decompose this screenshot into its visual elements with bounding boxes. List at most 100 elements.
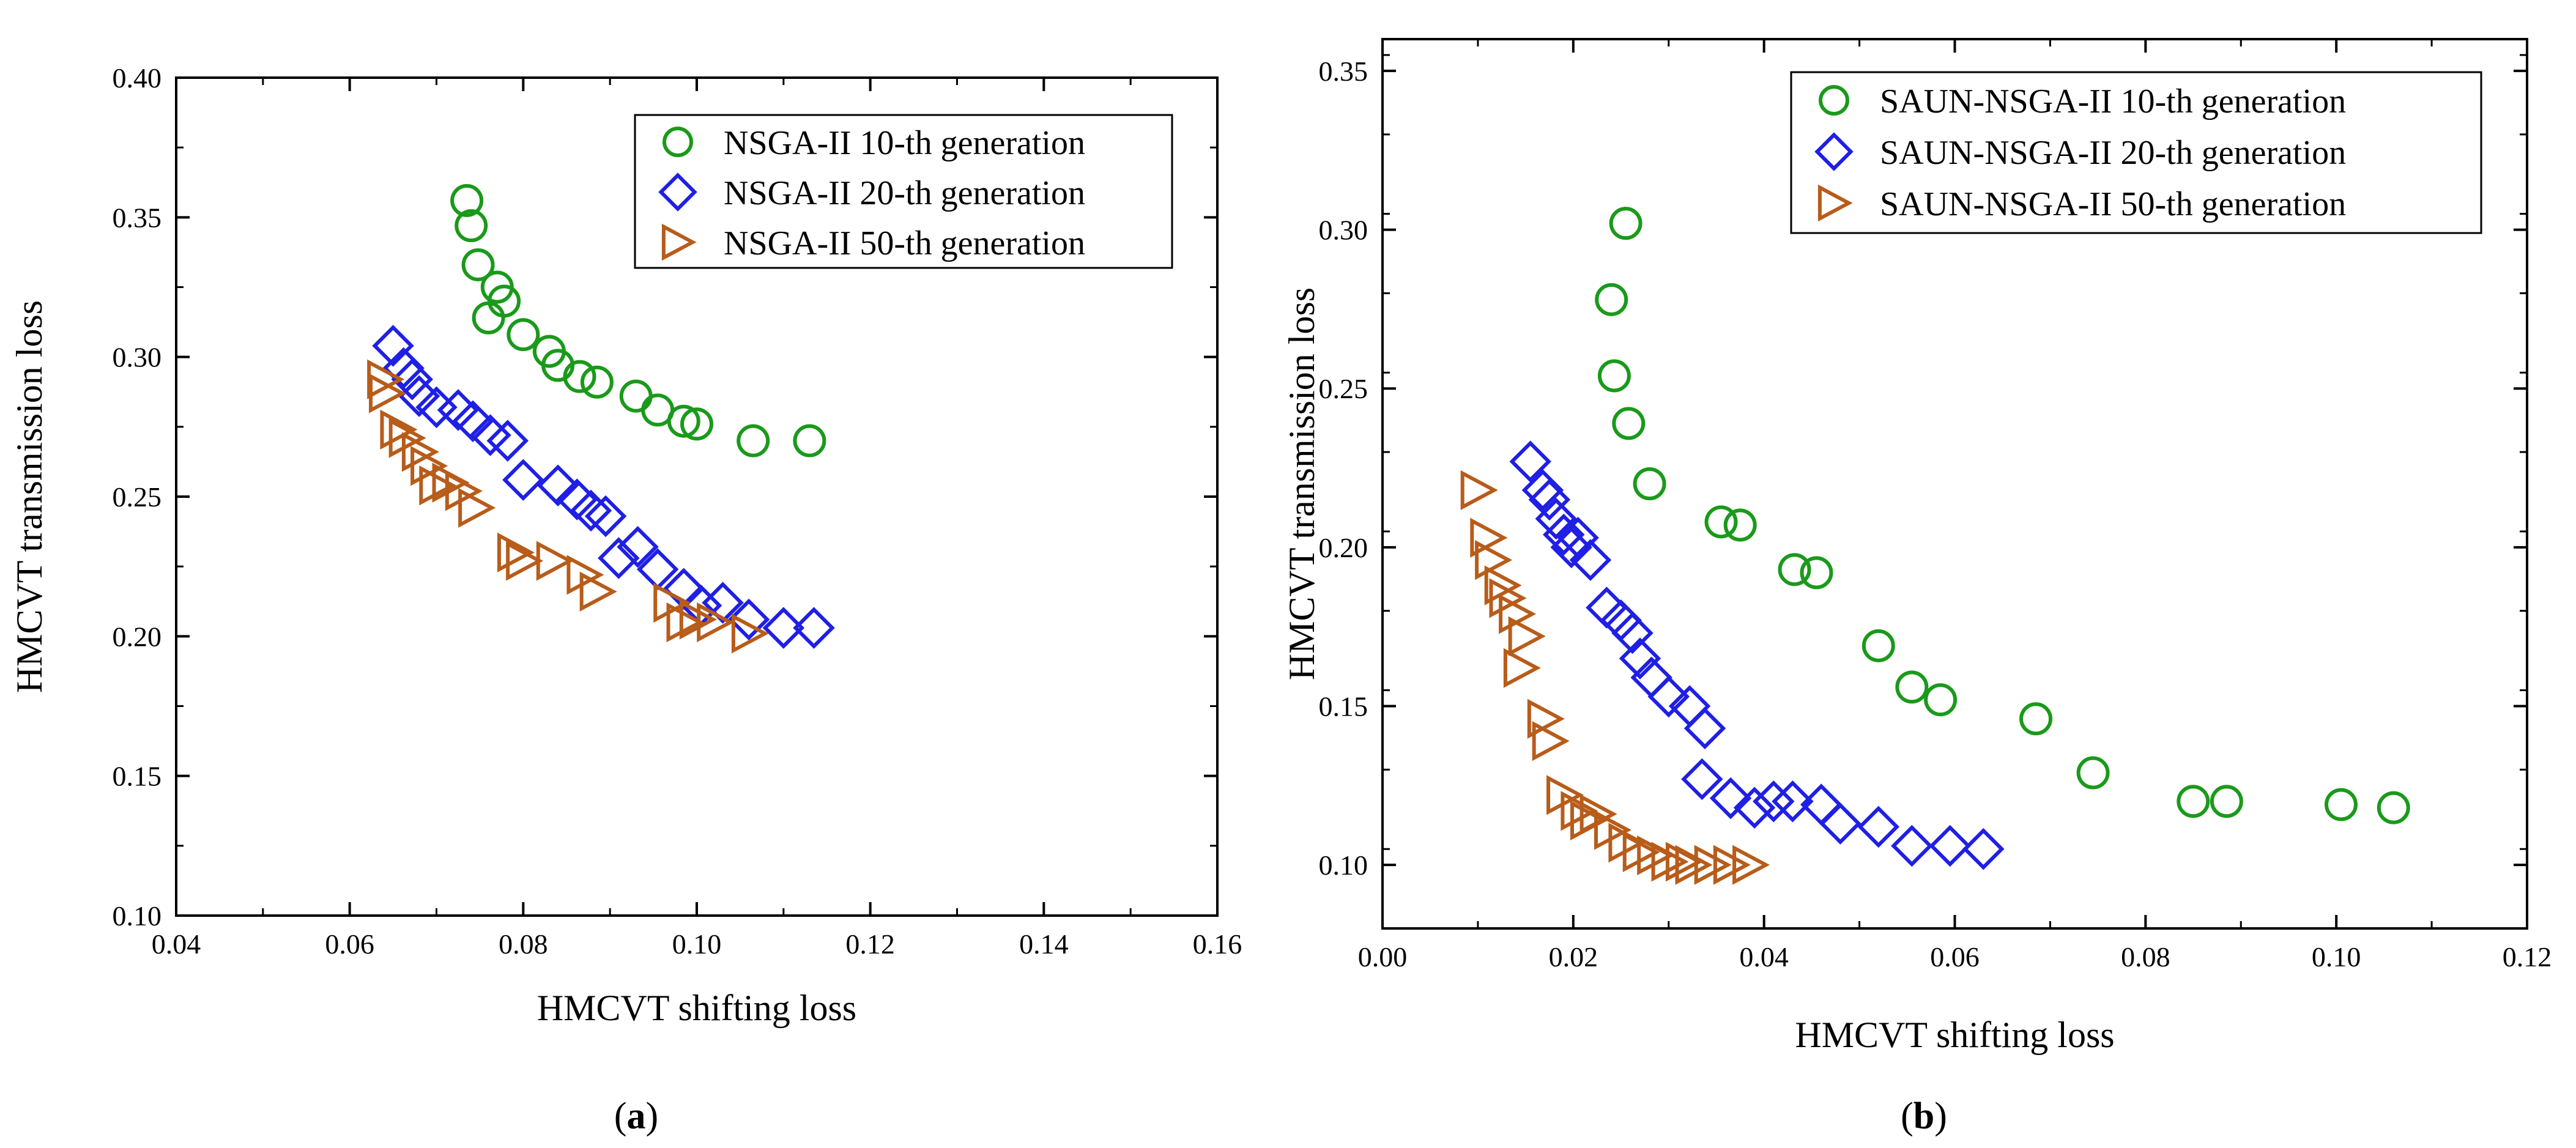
data-point-circle xyxy=(1609,207,1642,240)
data-point-triangle-right xyxy=(1532,721,1570,761)
data-point-triangle-right xyxy=(666,602,704,643)
data-point-circle xyxy=(1633,467,1666,500)
data-point-circle xyxy=(2377,791,2410,824)
data-point-diamond xyxy=(372,325,414,367)
x-axis-title: HMCVT shifting loss xyxy=(1795,1015,2114,1055)
x-tick-label: 0.02 xyxy=(1549,941,1598,972)
y-tick-label: 0.15 xyxy=(113,761,162,792)
data-point-diamond xyxy=(570,489,612,532)
data-point-triangle-right xyxy=(731,613,769,654)
data-point-circle xyxy=(2076,756,2110,790)
data-point-triangle-right xyxy=(1732,845,1770,885)
legend-marker-triangle-right xyxy=(1817,184,1853,222)
x-tick-label: 0.08 xyxy=(2121,941,2170,972)
data-point-triangle-right xyxy=(1508,616,1546,656)
data-point-diamond xyxy=(1962,828,2005,870)
data-point-circle xyxy=(1704,505,1738,539)
data-point-triangle-right xyxy=(1484,565,1522,605)
data-point-diamond xyxy=(727,598,770,641)
data-point-circle xyxy=(619,379,653,413)
y-tick-label: 0.30 xyxy=(113,342,162,373)
data-point-triangle-right xyxy=(1527,698,1565,739)
data-point-diamond xyxy=(598,537,640,579)
y-tick-label: 0.25 xyxy=(1319,373,1368,404)
data-point-triangle-right xyxy=(579,571,617,612)
data-point-diamond xyxy=(1683,707,1726,750)
legend-label: NSGA-II 10-th generation xyxy=(724,124,1085,162)
data-point-diamond xyxy=(1681,758,1723,801)
data-point-diamond xyxy=(398,375,440,417)
chart-panel-a: 0.04 0.06 0.08 0.10 0.12 0.14 0.16 0.10 0.15 0.20… xyxy=(9,62,1242,1137)
x-axis-title: HMCVT shifting loss xyxy=(537,988,856,1028)
data-point-circle xyxy=(1861,629,1895,662)
panel-label: (a) xyxy=(614,1095,658,1137)
legend-label: SAUN-NSGA-II 20-th generation xyxy=(1880,134,2346,172)
data-point-diamond xyxy=(793,607,835,649)
data-point-triangle-right xyxy=(1675,845,1713,885)
data-point-circle xyxy=(1800,556,1833,590)
data-point-triangle-right xyxy=(1489,578,1527,618)
data-point-circle xyxy=(1597,359,1631,393)
y-tick-label: 0.40 xyxy=(113,62,162,94)
legend-marker-diamond xyxy=(658,172,697,212)
data-point-circle xyxy=(1595,283,1628,316)
data-point-diamond xyxy=(1929,824,1971,867)
data-point-triangle-right xyxy=(388,418,426,458)
data-point-triangle-right xyxy=(1460,470,1498,510)
y-tick-label: 0.35 xyxy=(1319,56,1368,87)
legend-box xyxy=(1790,71,2482,234)
data-point-triangle-right xyxy=(1561,791,1598,831)
y-tick-label: 0.35 xyxy=(113,202,162,233)
x-tick-label: 0.00 xyxy=(1358,941,1408,972)
x-tick-label: 0.06 xyxy=(325,928,374,960)
legend-marker-triangle-right xyxy=(661,223,697,261)
panel-label: (b) xyxy=(1901,1095,1947,1137)
data-point-diamond xyxy=(762,607,805,649)
data-point-diamond xyxy=(1569,539,1612,581)
data-point-circle xyxy=(737,424,770,457)
x-tick-label: 0.04 xyxy=(152,928,201,960)
y-tick-label: 0.30 xyxy=(1319,215,1368,246)
x-tick-label: 0.04 xyxy=(1739,941,1789,972)
series-2 xyxy=(372,325,835,649)
x-tick-label: 0.08 xyxy=(499,928,548,960)
legend-marker-diamond xyxy=(1814,132,1854,171)
y-tick-label: 0.10 xyxy=(113,900,162,931)
data-point-circle xyxy=(793,424,826,457)
series-1 xyxy=(450,183,826,457)
data-point-diamond xyxy=(1509,440,1551,483)
data-point-triangle-right xyxy=(1694,845,1732,885)
data-point-circle xyxy=(2177,785,2210,818)
x-tick-label: 0.10 xyxy=(672,928,722,960)
legend-marker-circle xyxy=(1819,85,1849,116)
y-tick-label: 0.25 xyxy=(113,481,162,513)
x-tick-label: 0.16 xyxy=(1193,928,1242,960)
data-point-circle xyxy=(1723,508,1757,542)
series-3 xyxy=(1460,470,1770,885)
legend-box xyxy=(634,114,1173,269)
data-point-triangle-right xyxy=(506,541,544,581)
data-point-diamond xyxy=(451,400,494,442)
data-point-triangle-right xyxy=(497,532,535,572)
data-point-diamond xyxy=(1733,787,1776,829)
data-point-circle xyxy=(472,301,505,335)
data-point-circle xyxy=(2019,702,2053,736)
legend-label: SAUN-NSGA-II 10-th generation xyxy=(1880,83,2346,120)
data-point-triangle-right xyxy=(380,409,418,450)
data-point-circle xyxy=(2210,785,2243,818)
data-point-diamond xyxy=(1586,587,1628,629)
data-point-diamond xyxy=(1772,780,1814,823)
data-point-diamond xyxy=(617,525,659,568)
data-point-triangle-right xyxy=(445,471,483,511)
series-2 xyxy=(1509,440,2005,870)
data-point-circle xyxy=(1924,683,1958,717)
data-point-diamond xyxy=(1891,824,1933,867)
data-point-diamond xyxy=(1857,805,1900,848)
legend-label: SAUN-NSGA-II 50-th generation xyxy=(1880,185,2346,223)
data-point-diamond xyxy=(584,495,627,538)
data-point-circle xyxy=(450,183,484,217)
legend-label: NSGA-II 50-th generation xyxy=(724,224,1085,262)
data-point-triangle-right xyxy=(458,487,496,528)
data-point-diamond xyxy=(1550,526,1592,569)
